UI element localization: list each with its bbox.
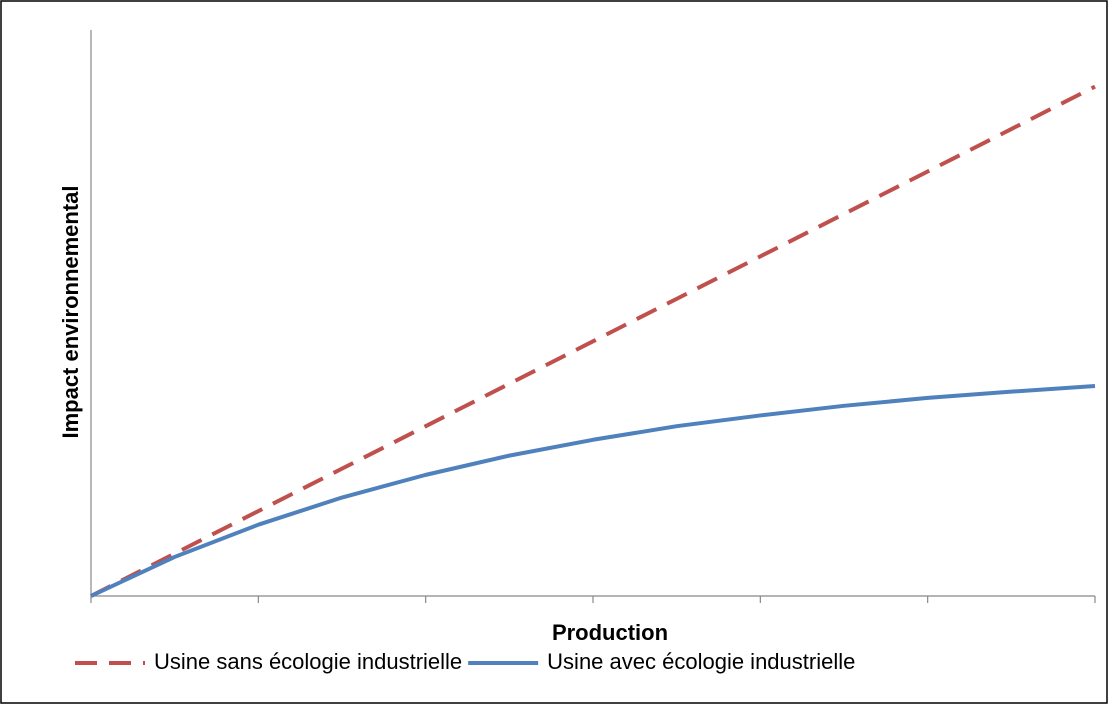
- legend-label: Usine avec écologie industrielle: [547, 649, 855, 674]
- series-line: [90, 84, 1096, 598]
- x-axis-label: Production: [552, 620, 668, 645]
- y-axis-label: Impact environnemental: [58, 185, 83, 438]
- legend-label: Usine sans écologie industrielle: [154, 649, 462, 674]
- series-line: [90, 384, 1096, 598]
